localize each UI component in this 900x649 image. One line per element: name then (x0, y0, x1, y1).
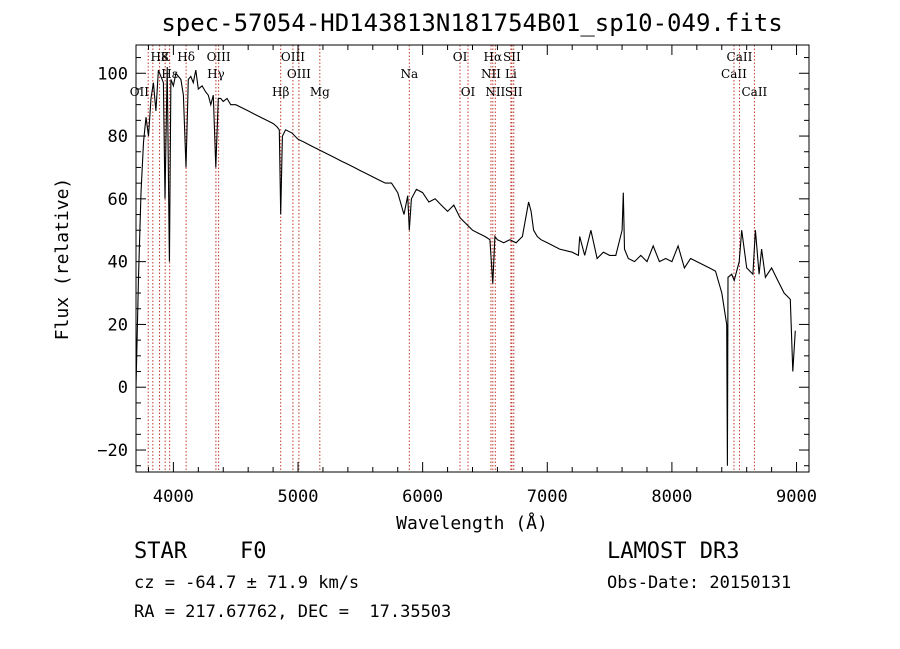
line-label-12: OI (453, 50, 468, 64)
x-tick-label-1: 5000 (278, 487, 319, 507)
y-tick-label-3: 40 (108, 253, 128, 273)
chart-title: spec-57054-HD143813N181754B01_sp10-049.f… (161, 9, 782, 37)
emission-line-markers (147, 45, 755, 472)
line-label-17: Li (505, 67, 517, 81)
object-class: STAR (134, 539, 187, 564)
y-tick-label-4: 60 (108, 190, 128, 210)
survey-name: LAMOST DR3 (607, 539, 740, 564)
y-tick-label-6: 100 (97, 64, 128, 84)
plot-frame (135, 44, 810, 473)
y-axis-label: Flux (relative) (52, 178, 73, 341)
line-label-2: Hε (161, 67, 178, 81)
ra-dec-coordinates: RA = 217.67762, DEC = 17.35503 (134, 602, 452, 622)
line-label-20: CaII (727, 50, 753, 64)
line-label-14: Hα (484, 50, 503, 64)
line-label-7: OIII (281, 50, 305, 64)
line-label-8: OIII (287, 67, 311, 81)
line-label-19: SII (505, 85, 523, 99)
line-label-15: SII (503, 50, 521, 64)
x-axis-ticks: 4000 5000 6000 7000 8000 9000 (147, 45, 817, 507)
observation-date: Obs-Date: 20150131 (607, 573, 792, 593)
line-label-5: Hγ (207, 67, 225, 81)
x-tick-label-3: 7000 (527, 487, 568, 507)
flux-series-line (135, 66, 796, 466)
x-axis-label: Wavelength (Å) (396, 512, 548, 534)
line-label-4: OIII (207, 50, 231, 64)
line-label-21: CaII (721, 67, 747, 81)
line-label-13: OI (461, 85, 476, 99)
line-label-11: Na (400, 67, 418, 81)
y-axis-ticks: −20 0 20 40 60 80 100 (97, 57, 809, 467)
redshift-velocity: cz = -64.7 ± 71.9 km/s (134, 573, 360, 593)
line-label-0: H8 (151, 50, 169, 64)
line-label-3: Hδ (177, 50, 195, 64)
line-label-10: Mg (310, 85, 330, 99)
object-subclass: F0 (240, 539, 267, 564)
line-label-6: OII (130, 85, 150, 99)
x-tick-label-4: 8000 (651, 487, 692, 507)
line-label-22: CaII (741, 85, 767, 99)
line-label-18: NII (485, 85, 505, 99)
y-tick-label-2: 20 (108, 315, 128, 335)
x-tick-label-5: 9000 (776, 487, 817, 507)
y-tick-label-5: 80 (108, 127, 128, 147)
x-tick-label-2: 6000 (402, 487, 443, 507)
line-label-1: K (161, 50, 171, 64)
y-tick-label-0: −20 (97, 441, 128, 461)
line-label-9: Hβ (272, 85, 289, 99)
y-tick-label-1: 0 (118, 378, 128, 398)
line-label-16: NII (481, 67, 501, 81)
x-tick-label-0: 4000 (153, 487, 194, 507)
